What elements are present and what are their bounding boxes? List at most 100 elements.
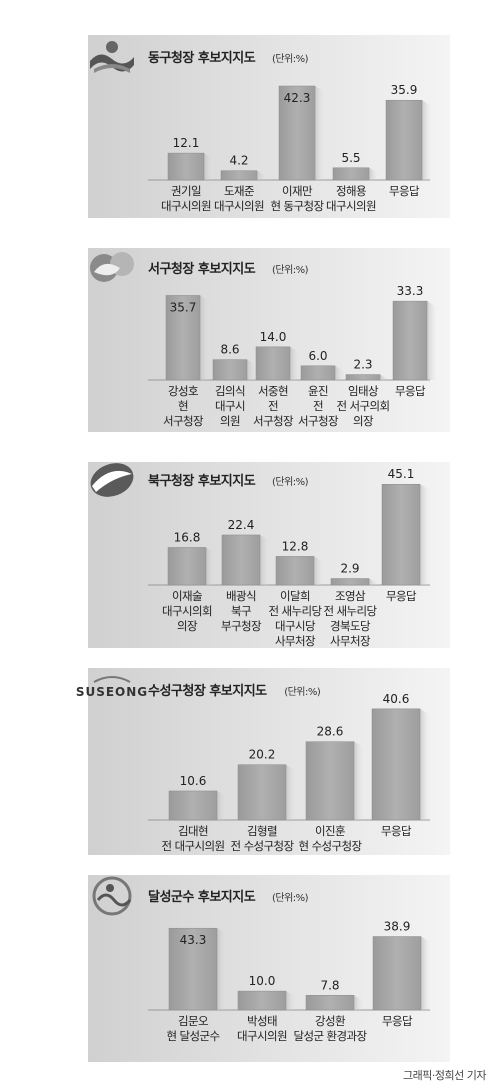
chart-unit: (단위:%) <box>284 685 321 698</box>
bar <box>212 359 248 381</box>
bar <box>165 295 201 381</box>
bar-shadow <box>204 153 214 180</box>
logo-arc <box>93 676 131 683</box>
bar <box>237 764 287 821</box>
category-label: 배광식 북구 부구청장 <box>221 589 262 633</box>
bar-shadow <box>369 167 379 180</box>
chart-title: 서구청장 후보지지도 <box>148 261 256 277</box>
credit-text: 그래픽·정희선 기자 <box>403 1069 486 1082</box>
category-label: 윤진 전 서구청장 <box>298 384 339 428</box>
bar <box>167 152 205 181</box>
chart-unit: (단위:%) <box>272 263 309 276</box>
bar <box>381 483 421 586</box>
logo-leaf <box>94 263 120 276</box>
category-label: 도재준 대구시의원 <box>214 184 264 213</box>
category-label: 강성환 달성군 환경과장 <box>294 1014 368 1043</box>
logo-wave2 <box>94 64 130 73</box>
chart-title: 북구청장 후보지지도 <box>148 473 256 489</box>
bar-shadow <box>257 170 267 180</box>
bar <box>220 170 258 181</box>
chart-unit: (단위:%) <box>272 52 309 65</box>
category-label: 권기일 대구시의원 <box>161 184 211 213</box>
category-label: 무응답 <box>395 384 426 398</box>
logo-head <box>106 884 114 892</box>
data-label: 28.6 <box>317 725 344 739</box>
bar-shadow <box>421 936 431 1010</box>
logo-swoosh <box>92 470 132 492</box>
chart-panel-2: 서구청장 후보지지도 (단위:%) 35.7 강성호 현 서구청장 8.6 김의식 대구시 의원 1… <box>88 248 450 432</box>
bar <box>168 927 218 1011</box>
logo-ring <box>92 876 132 916</box>
data-label: 7.8 <box>320 978 339 992</box>
chart-title: 수성구청장 후보지지도 <box>148 683 267 699</box>
category-label: 김대현 전 대구시의원 <box>162 824 225 853</box>
bar <box>305 995 355 1011</box>
chart-panel-4: SUSEONG 수성구청장 후보지지도 (단위:%) 10.6 김대현 전 대구시의원 20… <box>76 668 450 855</box>
data-label: 10.6 <box>180 774 207 788</box>
category-label: 무응답 <box>386 589 417 603</box>
data-label: 2.9 <box>340 562 359 576</box>
data-label: 16.8 <box>174 530 201 544</box>
chart-unit: (단위:%) <box>272 891 309 904</box>
bar <box>278 85 316 181</box>
bar <box>330 578 370 586</box>
bar <box>392 300 428 381</box>
category-label: 임태상 전 서구의회 의장 <box>337 384 390 428</box>
category-label: 김형렬 전 수성구청장 <box>231 824 295 853</box>
bar <box>332 167 370 181</box>
data-label: 8.6 <box>220 343 239 357</box>
category-label: 이진훈 현 수성구청장 <box>299 824 363 853</box>
logo-wave <box>96 893 132 907</box>
data-label: 12.8 <box>282 539 309 553</box>
bar <box>385 99 423 181</box>
data-label: 5.5 <box>341 151 360 165</box>
category-label: 무응답 <box>389 184 420 198</box>
category-label: 김문오 현 달성군수 <box>167 1014 220 1043</box>
data-label: 45.1 <box>388 467 415 481</box>
bar-shadow <box>315 86 325 180</box>
data-label: 43.3 <box>180 933 207 947</box>
bar-shadow <box>217 928 227 1010</box>
category-label: 박성태 대구시의원 <box>237 1014 287 1043</box>
category-label: 조영삼 전 새누리당 경북도당 사무처장 <box>324 589 378 648</box>
bar-shadow <box>290 346 300 380</box>
data-label: 4.2 <box>229 154 248 168</box>
bar-shadow <box>354 995 364 1010</box>
logo-text: SUSEONG <box>76 685 148 699</box>
bar <box>305 741 355 821</box>
bar-shadow <box>427 301 437 380</box>
bar <box>345 374 381 381</box>
logo-dot <box>106 41 118 53</box>
data-label: 12.1 <box>173 136 200 150</box>
bar-shadow <box>260 534 270 585</box>
category-label: 이달희 전 새누리당 대구시당 사무처장 <box>269 589 323 648</box>
bar-shadow <box>206 547 216 585</box>
category-label: 김의식 대구시 의원 <box>215 384 245 428</box>
data-label: 38.9 <box>384 920 411 934</box>
chart-panel-5: 달성군수 후보지지도 (단위:%) 43.3 김문오 현 달성군수 10.0 박성태 대구시의… <box>88 875 450 1062</box>
panel-background <box>88 248 450 432</box>
bar <box>221 534 261 586</box>
bar-shadow <box>200 295 210 380</box>
bar <box>255 346 291 381</box>
bar <box>372 936 422 1011</box>
data-label: 20.2 <box>249 748 276 762</box>
data-label: 2.3 <box>353 358 372 372</box>
category-label: 이재만 현 동구청장 <box>271 184 325 213</box>
bar-shadow <box>380 374 390 381</box>
category-label: 무응답 <box>382 1014 413 1028</box>
category-label: 이재술 대구시의회 의장 <box>162 589 212 633</box>
bar-shadow <box>354 741 364 820</box>
data-label: 33.3 <box>397 284 424 298</box>
bar-shadow <box>420 708 430 820</box>
chart-panel-3: 북구청장 후보지지도 (단위:%) 16.8 이재술 대구시의회 의장 22.4 배광식 북구 부… <box>88 462 450 648</box>
chart-unit: (단위:%) <box>272 475 309 488</box>
data-label: 10.0 <box>249 974 276 988</box>
bar <box>237 990 287 1011</box>
category-label: 서중현 전 서구청장 <box>253 384 294 428</box>
bar <box>275 556 315 586</box>
data-label: 22.4 <box>228 518 255 532</box>
chart-title: 달성군수 후보지지도 <box>148 889 256 905</box>
data-label: 35.9 <box>391 83 418 97</box>
